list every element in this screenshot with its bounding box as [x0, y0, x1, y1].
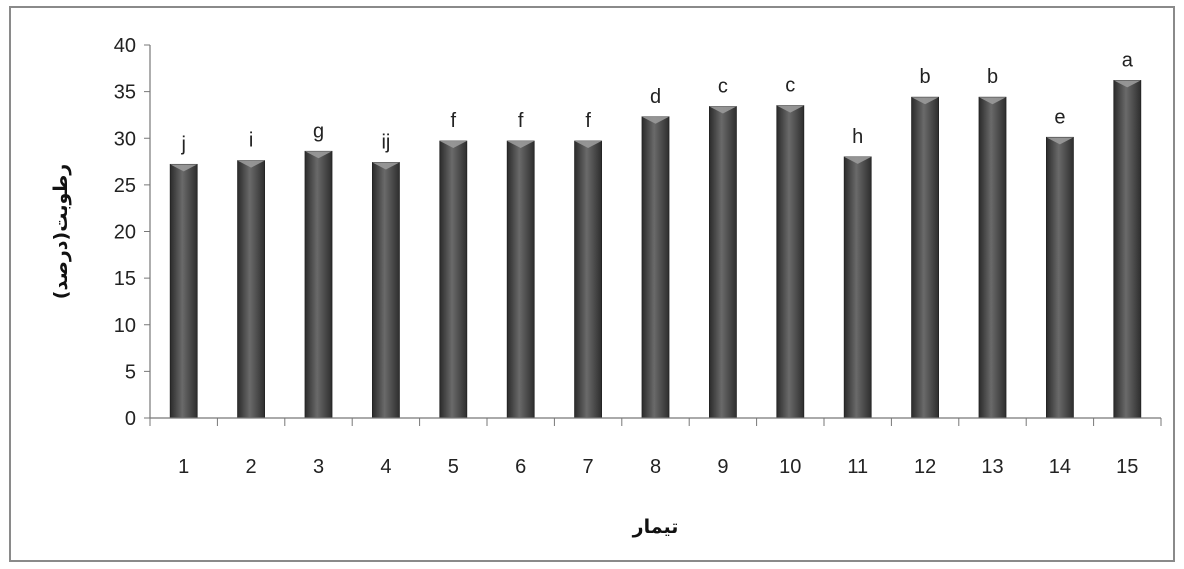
significance-letter: f: [451, 110, 457, 132]
significance-letter: c: [718, 76, 728, 98]
bar-cap: [372, 162, 400, 170]
y-tick-label: 30: [114, 128, 136, 150]
y-tick-label: 15: [114, 268, 136, 290]
y-axis-title: رطوبت(درصد): [50, 164, 72, 299]
bar-cap: [776, 105, 804, 113]
bar-cap: [709, 106, 737, 114]
bar: [1113, 80, 1142, 419]
bar-cap: [844, 156, 872, 164]
bar: [709, 106, 737, 419]
significance-letter: e: [1054, 106, 1065, 128]
bar: [439, 140, 468, 419]
bar-cap: [911, 97, 939, 105]
bar: [304, 150, 333, 419]
significance-letter: b: [987, 66, 998, 88]
x-axis-title: تیمار: [632, 516, 679, 538]
bar-cap: [305, 151, 332, 159]
x-axis-ticks: 1 2 3 4 5 6 7 8 9 10 11 12 13 14 15: [149, 418, 1162, 478]
x-tick-label: 3: [313, 456, 324, 478]
x-tick-label: 11: [847, 456, 868, 478]
significance-letter: ij: [381, 131, 390, 153]
x-tick-label: 15: [1116, 456, 1138, 478]
bar: [978, 96, 1007, 419]
bar: [641, 116, 670, 419]
bar-cap: [1113, 80, 1141, 88]
bar-cap: [237, 160, 265, 168]
x-tick-label: 10: [779, 456, 801, 478]
significance-letter: f: [585, 110, 591, 132]
y-tick-label: 40: [114, 35, 136, 57]
significance-letter: f: [518, 110, 524, 132]
x-tick-label: 5: [448, 456, 459, 478]
x-tick-label: 8: [650, 456, 661, 478]
x-tick-label: 14: [1049, 456, 1071, 478]
y-tick-label: 20: [114, 222, 136, 244]
x-tick-label: 2: [246, 456, 257, 478]
x-tick-label: 9: [717, 456, 728, 478]
x-tick-label: 13: [981, 456, 1003, 478]
bar: [776, 105, 805, 419]
bar: [574, 140, 602, 419]
y-tick-label: 25: [114, 175, 136, 197]
significance-letter: a: [1122, 49, 1134, 71]
significance-letter: b: [920, 66, 931, 88]
significance-letter: h: [852, 126, 863, 148]
bar: [371, 162, 400, 419]
y-tick-label: 5: [125, 361, 136, 383]
bar-cap: [439, 141, 467, 149]
bar: [911, 96, 939, 419]
x-tick-label: 1: [178, 456, 189, 478]
y-axis-ticks: 0 5 10 15 20 25 30 35 40: [114, 35, 150, 430]
y-tick-label: 35: [114, 82, 136, 104]
bar-cap: [642, 116, 669, 124]
significance-letter: g: [313, 120, 324, 142]
significance-letter: c: [785, 75, 795, 97]
x-tick-label: 7: [583, 456, 594, 478]
bar: [843, 156, 872, 419]
bar-cap: [1046, 137, 1074, 145]
significance-letter: j: [180, 133, 185, 155]
axes: [149, 45, 1161, 419]
bar-cap: [507, 141, 535, 149]
bar: [169, 163, 198, 419]
x-tick-label: 6: [515, 456, 526, 478]
bar: [506, 140, 535, 419]
significance-letter: i: [249, 130, 253, 152]
y-tick-label: 0: [125, 408, 136, 430]
bar: [1046, 136, 1074, 419]
significance-letter: d: [650, 86, 661, 108]
x-tick-label: 4: [380, 456, 391, 478]
bar-cap: [170, 164, 198, 172]
bar-cap: [979, 97, 1006, 105]
x-tick-label: 12: [914, 456, 936, 478]
bars: j i g ij f f f d c c h b b e a: [169, 49, 1142, 419]
y-tick-label: 10: [114, 315, 136, 337]
bar: [237, 160, 266, 419]
bar-cap: [574, 141, 602, 149]
